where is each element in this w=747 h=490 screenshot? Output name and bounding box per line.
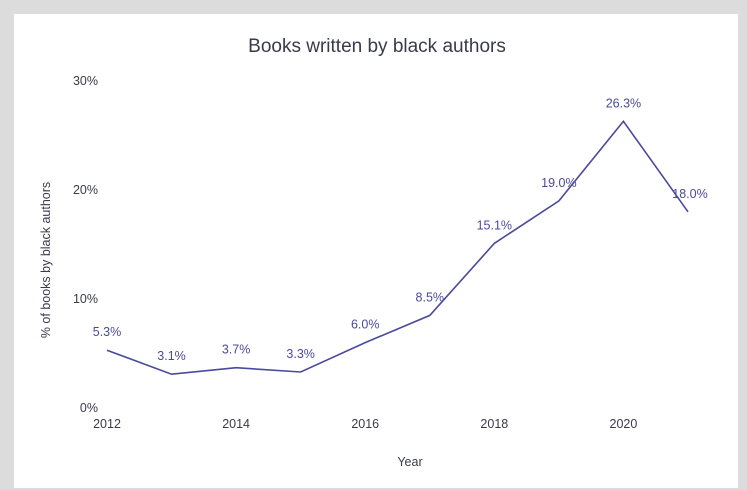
y-axis-ticks: 0% 10% 20% 30% [73,74,98,415]
data-label: 5.3% [93,325,122,339]
data-label: 18.0% [672,187,707,201]
x-tick-label: 2016 [351,417,379,431]
x-axis-label: Year [397,455,422,469]
x-tick-label: 2018 [480,417,508,431]
chart-card [14,14,738,488]
data-label: 8.5% [416,290,445,304]
series-line [106,119,689,376]
y-tick-label: 20% [73,183,98,197]
y-axis-label: % of books by black authors [39,182,53,338]
y-tick-label: 0% [80,401,98,415]
x-tick-label: 2020 [610,417,638,431]
data-label: 15.1% [477,218,512,232]
data-label: 19.0% [541,176,576,190]
y-tick-label: 30% [73,74,98,88]
x-axis-ticks: 2012 2014 2016 2018 2020 [93,417,637,431]
data-label: 3.7% [222,343,251,357]
data-labels: 5.3% 3.1% 3.7% 3.3% 6.0% 8.5% 15.1% 19.0% 26.3% 1… [93,96,708,363]
y-tick-label: 10% [73,292,98,306]
x-tick-label: 2012 [93,417,121,431]
data-label: 6.0% [351,318,380,332]
data-label: 3.1% [157,349,186,363]
data-label: 26.3% [606,96,641,110]
chart-title: Books written by black authors [248,36,506,57]
data-label: 3.3% [286,347,315,361]
x-tick-label: 2014 [222,417,250,431]
